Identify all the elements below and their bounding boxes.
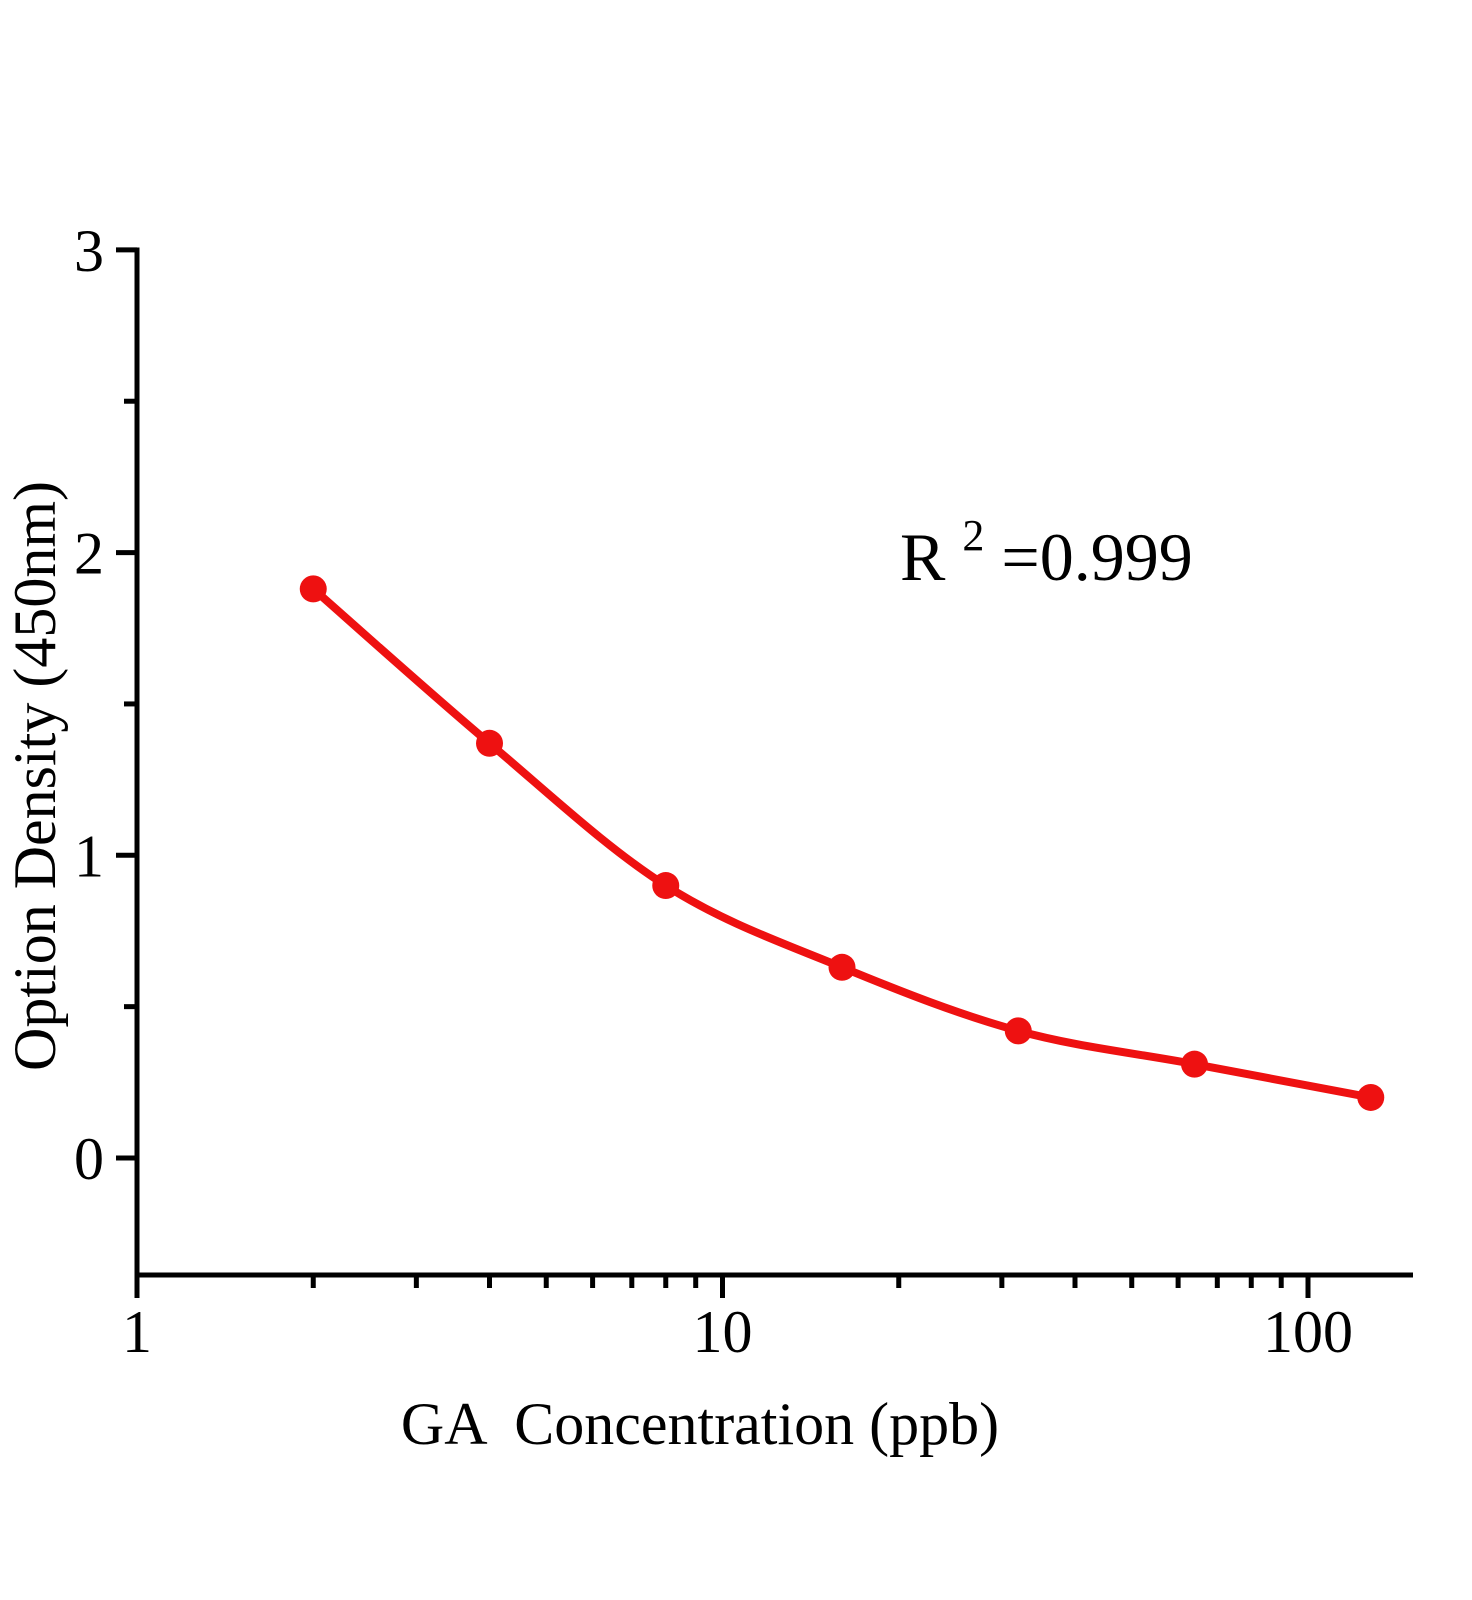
data-point xyxy=(1004,1017,1032,1045)
x-tick-label: 1 xyxy=(122,1299,152,1365)
data-point xyxy=(1181,1050,1209,1078)
axes xyxy=(134,247,1413,1278)
x-axis-tick-labels: 1 10 100 xyxy=(122,1299,1353,1365)
data-point xyxy=(299,575,327,603)
y-axis-tick-labels: 0 1 2 3 xyxy=(74,218,104,1192)
x-axis-minor-ticks xyxy=(310,1275,1284,1288)
y-axis-title: Option Density (450nm) xyxy=(2,481,68,1071)
r-squared-annotation: R 2 =0.999 xyxy=(900,489,1193,595)
data-point xyxy=(828,953,856,981)
y-axis-major-ticks xyxy=(116,247,137,1161)
y-tick-label: 3 xyxy=(74,218,104,284)
y-axis-minor-ticks xyxy=(124,398,137,1010)
r-squared-superscript: 2 xyxy=(962,511,984,560)
y-tick-label: 0 xyxy=(74,1126,104,1192)
y-tick-label: 1 xyxy=(74,823,104,889)
r-squared-prefix: R xyxy=(900,519,946,595)
data-point xyxy=(1357,1083,1385,1111)
fitted-curve-line xyxy=(309,584,1375,1102)
x-axis-title: GA Concentration (ppb) xyxy=(401,1391,999,1457)
x-axis-major-ticks xyxy=(134,1275,1311,1298)
r-squared-suffix: =0.999 xyxy=(1001,519,1192,595)
x-tick-label: 100 xyxy=(1263,1299,1353,1365)
data-point xyxy=(476,729,504,757)
data-point xyxy=(652,872,680,900)
y-tick-label: 2 xyxy=(74,521,104,587)
data-points xyxy=(299,575,1385,1111)
x-tick-label: 10 xyxy=(693,1299,753,1365)
